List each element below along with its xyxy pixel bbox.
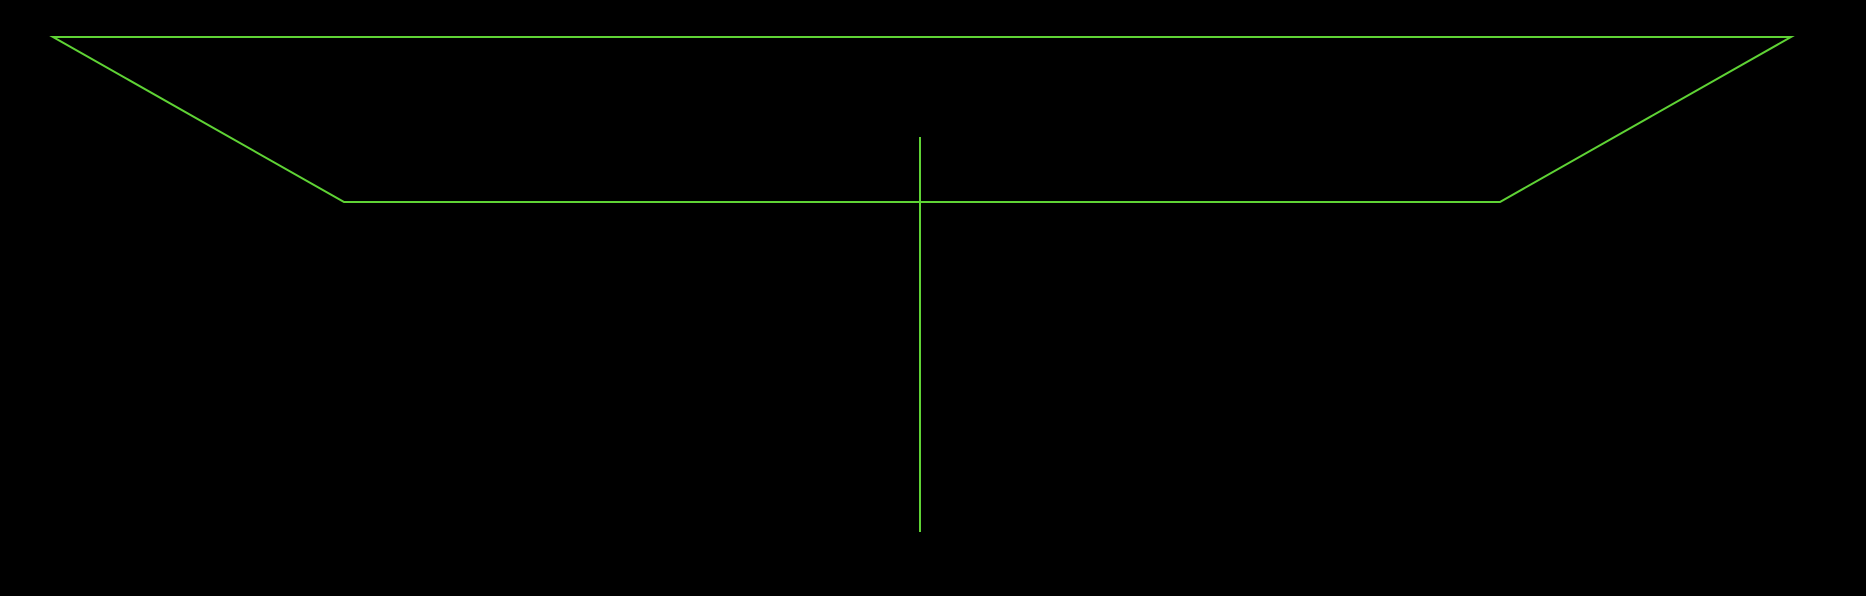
inverted-trapezoid	[49, 36, 1795, 203]
